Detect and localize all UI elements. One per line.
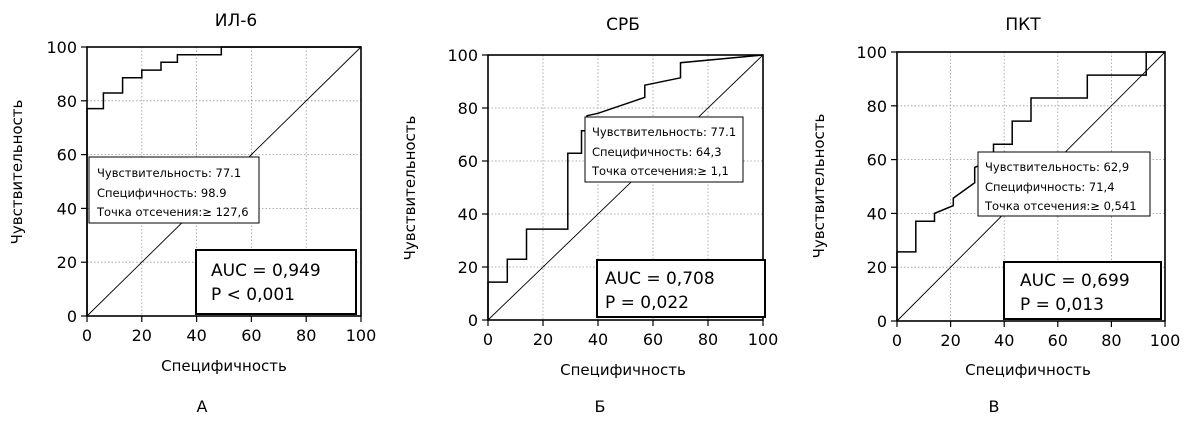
x-tick-label: 80 (698, 330, 718, 349)
cutoff-box: Чувствительность: 77.1 Специфичность: 64… (584, 116, 744, 183)
y-axis-label: Чувствительность (8, 100, 26, 245)
y-axis-label: Чувствительность (401, 116, 419, 261)
roc-panel-b: СРБ 0 20 40 60 80 100 0 20 40 60 80 100 Специфичнос… (395, 0, 790, 420)
cutoff-sensitivity: Чувствительность: 62,9 (985, 160, 1129, 174)
y-tick-label: 80 (458, 99, 478, 118)
p-value: P = 0,022 (605, 293, 689, 313)
y-tick-label: 0 (468, 311, 478, 330)
cutoff-threshold: Точка отсечения:≥ 1,1 (591, 164, 729, 178)
cutoff-specificity: Специфичность: 64,3 (592, 145, 722, 159)
roc-panel-c: ПКТ 0 20 40 60 80 100 0 20 40 60 80 100 Специфичнос… (795, 0, 1190, 420)
x-tick-label: 20 (940, 331, 960, 350)
y-tick-label: 40 (867, 204, 887, 223)
y-tick-label: 0 (67, 307, 77, 326)
chart-title: ПКТ (1005, 15, 1041, 35)
x-tick-label: 80 (296, 326, 316, 345)
stats-box: AUC = 0,708 P = 0,022 (596, 259, 766, 318)
cutoff-threshold: Точка отсечения:≥ 127,6 (96, 205, 249, 219)
x-tick-label: 60 (643, 330, 663, 349)
plot-frame (896, 51, 1166, 322)
cutoff-threshold: Точка отсечения:≥ 0,541 (984, 199, 1137, 213)
x-tick-label: 40 (588, 330, 608, 349)
y-tick-label: 40 (57, 199, 77, 218)
y-tick-label: 60 (458, 152, 478, 171)
panel-label: А (197, 397, 208, 416)
roc-chart-b: СРБ 0 20 40 60 80 100 0 20 40 60 80 100 Специфичнос… (401, 15, 779, 416)
y-tick-label: 60 (57, 146, 77, 165)
stats-box: AUC = 0,949 P < 0,001 (195, 249, 357, 315)
x-tick-label: 20 (132, 326, 152, 345)
roc-chart-c: ПКТ 0 20 40 60 80 100 0 20 40 60 80 100 Специфичнос… (810, 15, 1181, 416)
chart-title: ИЛ-6 (215, 11, 257, 31)
p-value: P < 0,001 (211, 285, 295, 305)
y-tick-label: 0 (877, 312, 887, 331)
x-tick-label: 40 (186, 326, 206, 345)
cutoff-box: Чувствительность: 77.1 Специфичность: 98… (88, 156, 260, 224)
x-tick-label: 60 (241, 326, 261, 345)
cutoff-sensitivity: Чувствительность: 77.1 (97, 166, 241, 180)
panel-label: В (989, 397, 1000, 416)
auc-value: AUC = 0,699 (1020, 271, 1130, 291)
y-tick-label: 80 (867, 97, 887, 116)
p-value: P = 0,013 (1020, 295, 1104, 315)
y-tick-label: 100 (447, 46, 478, 65)
auc-value: AUC = 0,949 (211, 261, 321, 281)
cutoff-specificity: Специфичность: 71,4 (985, 180, 1115, 194)
roc-chart-a: ИЛ-6 0 20 40 60 80 100 0 20 40 60 80 100 Специфично… (8, 11, 376, 416)
cutoff-specificity: Специфичность: 98.9 (97, 186, 227, 200)
y-axis-label: Чувствительность (810, 114, 828, 259)
y-tick-label: 100 (46, 38, 77, 57)
cutoff-sensitivity: Чувствительность: 77.1 (592, 125, 736, 139)
x-tick-label: 100 (748, 330, 779, 349)
y-tick-label: 100 (856, 43, 887, 62)
x-tick-label: 40 (994, 331, 1014, 350)
x-tick-label: 20 (533, 330, 553, 349)
roc-curve (86, 46, 361, 316)
plot-frame (487, 54, 764, 321)
plot-area: 0 20 40 60 80 100 0 20 40 60 80 100 (46, 38, 376, 345)
x-tick-label: 60 (1048, 331, 1068, 350)
chart-title: СРБ (606, 15, 640, 35)
cutoff-box: Чувствительность: 62,9 Специфичность: 71… (977, 151, 1151, 217)
x-tick-label: 100 (1150, 331, 1181, 350)
y-tick-label: 60 (867, 151, 887, 170)
y-tick-label: 20 (458, 258, 478, 277)
reference-diagonal-line (487, 54, 764, 321)
x-tick-label: 0 (82, 326, 92, 345)
x-tick-label: 100 (346, 326, 377, 345)
y-tick-label: 80 (57, 92, 77, 111)
y-tick-label: 40 (458, 205, 478, 224)
stats-box: AUC = 0,699 P = 0,013 (1003, 261, 1162, 320)
x-axis-label: Специфичность (965, 361, 1091, 379)
x-tick-label: 80 (1101, 331, 1121, 350)
x-tick-label: 0 (892, 331, 902, 350)
roc-curve (487, 54, 764, 320)
y-tick-label: 20 (867, 258, 887, 277)
auc-value: AUC = 0,708 (605, 269, 715, 289)
panel-label: Б (595, 397, 606, 416)
x-tick-label: 0 (483, 330, 493, 349)
x-axis-label: Специфичность (161, 357, 287, 375)
y-tick-label: 20 (57, 253, 77, 272)
x-axis-label: Специфичность (560, 361, 686, 379)
roc-panel-a: ИЛ-6 0 20 40 60 80 100 0 20 40 60 80 100 Специфично… (0, 0, 395, 420)
